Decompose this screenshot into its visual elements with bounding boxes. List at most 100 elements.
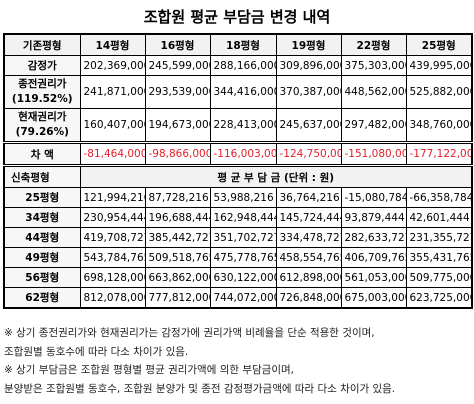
row-label: 44평형 [3, 227, 81, 248]
table-cell: 348,760,000 [405, 108, 473, 143]
table-cell: -15,080,784 [340, 187, 407, 208]
header-label: 기존평형 [3, 33, 81, 56]
row-label-line1: 종전권리가 [18, 78, 67, 90]
table-cell: 53,988,216 [209, 187, 277, 208]
table-cell: 145,724,444 [275, 207, 342, 228]
table-row: 49평형 543,784,765 509,518,765 475,778,765… [3, 247, 473, 268]
table-cell: 293,539,000 [144, 75, 211, 109]
table-cell: 344,416,000 [209, 75, 277, 109]
table-cell: 231,355,727 [405, 227, 473, 248]
table-cell: 630,122,000 [209, 267, 277, 288]
subheader-row: 신축평형 평 균 부 담 금 (단위 : 원) [3, 165, 473, 188]
table-row: 62평형 812,078,000 777,812,000 744,072,000… [3, 287, 473, 309]
table-cell: 385,442,727 [144, 227, 211, 248]
footnote-line: 조합원별 동호수에 따라 다소 차이가 있음. [4, 345, 189, 358]
table-row: 종전권리가 (119.52%) 241,871,000 293,539,000 … [3, 75, 473, 109]
table-row: 감정가 202,369,000 245,599,000 288,166,000 … [3, 55, 473, 76]
table-cell: 663,862,000 [144, 267, 211, 288]
table-cell: 543,784,765 [79, 247, 146, 268]
table-cell: 334,478,727 [275, 227, 342, 248]
row-label: 62평형 [3, 287, 81, 309]
table-cell-negative: -98,866,000 [144, 141, 211, 167]
subheader-title: 평 균 부 담 금 (단위 : 원) [79, 165, 473, 188]
header-col: 19평형 [275, 33, 342, 56]
table-row: 25평형 121,994,216 87,728,216 53,988,216 3… [3, 187, 473, 208]
header-col: 18평형 [209, 33, 277, 56]
table-cell-negative: -151,080,000 [340, 141, 407, 167]
table-cell: 370,387,000 [275, 75, 342, 109]
table-cell: 241,871,000 [79, 75, 146, 109]
row-label: 25평형 [3, 187, 81, 208]
row-label: 56평형 [3, 267, 81, 288]
table-cell: 623,725,000 [405, 287, 473, 309]
table-cell: 36,764,216 [275, 187, 342, 208]
table-cell-negative: -177,122,000 [405, 141, 473, 167]
table-cell: 355,431,765 [405, 247, 473, 268]
table-cell: 458,554,765 [275, 247, 342, 268]
contribution-table: 기존평형 14평형 16평형 18평형 19평형 22평형 25평형 감정가 2… [3, 33, 473, 309]
table-cell: 162,948,444 [209, 207, 277, 228]
row-label-line2: (79.26%) [15, 126, 69, 138]
table-cell: 419,708,727 [79, 227, 146, 248]
header-col: 14평형 [79, 33, 146, 56]
page-title: 조합원 평균 부담금 변경 내역 [143, 8, 331, 26]
header-col: 25평형 [405, 33, 473, 56]
table-cell: 475,778,765 [209, 247, 277, 268]
table-cell: 375,303,000 [340, 55, 407, 76]
table-cell-negative: -124,750,000 [275, 141, 342, 167]
header-col: 16평형 [144, 33, 211, 56]
table-cell: 561,053,000 [340, 267, 407, 288]
table-cell: 194,673,000 [144, 108, 211, 143]
table-cell: 297,482,000 [340, 108, 407, 143]
row-label: 차 액 [3, 141, 81, 167]
table-cell: 726,848,000 [275, 287, 342, 309]
table-cell: 675,003,000 [340, 287, 407, 309]
table-cell: 282,633,727 [340, 227, 407, 248]
row-label-line1: 현재권리가 [18, 111, 67, 123]
table-cell: 698,128,000 [79, 267, 146, 288]
table-cell: 525,882,000 [405, 75, 473, 109]
table-cell: 245,599,000 [144, 55, 211, 76]
table-cell-negative: -116,003,000 [209, 141, 277, 167]
table-cell: 612,898,000 [275, 267, 342, 288]
table-cell: 509,775,000 [405, 267, 473, 288]
table-cell: 228,413,000 [209, 108, 277, 143]
table-cell: 288,166,000 [209, 55, 277, 76]
difference-row: 차 액 -81,464,000 -98,866,000 -116,003,000… [3, 141, 473, 167]
table-row: 44평형 419,708,727 385,442,727 351,702,727… [3, 227, 473, 248]
table-cell: 42,601,444 [405, 207, 473, 228]
table-cell: 87,728,216 [144, 187, 211, 208]
footnote-line: ※ 상기 부담금은 조합원 평형별 평균 권리가액에 의한 부담금이며, [4, 364, 294, 376]
footnote-line: 분양받은 조합원별 동호수, 조합원 분양가 및 종전 감정평가금액에 따라 다… [4, 382, 396, 395]
table-cell: 160,407,000 [79, 108, 146, 143]
table-cell: -66,358,784 [405, 187, 473, 208]
table-cell: 121,994,216 [79, 187, 146, 208]
table-cell: 744,072,000 [209, 287, 277, 309]
subheader-label: 신축평형 [3, 165, 81, 188]
header-row: 기존평형 14평형 16평형 18평형 19평형 22평형 25평형 [3, 33, 473, 56]
row-label: 34평형 [3, 207, 81, 228]
table-cell: 309,896,000 [275, 55, 342, 76]
table-cell: 448,562,000 [340, 75, 407, 109]
row-label: 49평형 [3, 247, 81, 268]
table-cell: 230,954,444 [79, 207, 146, 228]
table-cell: 245,637,000 [275, 108, 342, 143]
row-label: 감정가 [3, 55, 81, 76]
table-row: 34평형 230,954,444 196,688,444 162,948,444… [3, 207, 473, 228]
table-cell: 509,518,765 [144, 247, 211, 268]
row-label-line2: (119.52%) [11, 93, 73, 105]
table-cell: 406,709,765 [340, 247, 407, 268]
row-label: 현재권리가 (79.26%) [3, 108, 81, 143]
table-cell-negative: -81,464,000 [79, 141, 146, 167]
footnotes: ※ 상기 종전권리가와 현재권리가는 감정가에 권리가액 비례율을 단순 적용한… [4, 324, 472, 398]
row-label: 종전권리가 (119.52%) [3, 75, 81, 109]
footnote-line: ※ 상기 종전권리가와 현재권리가는 감정가에 권리가액 비례율을 단순 적용한… [4, 327, 375, 339]
table-cell: 812,078,000 [79, 287, 146, 309]
table-cell: 196,688,444 [144, 207, 211, 228]
table-cell: 93,879,444 [340, 207, 407, 228]
table-row: 56평형 698,128,000 663,862,000 630,122,000… [3, 267, 473, 288]
table-cell: 202,369,000 [79, 55, 146, 76]
table-cell: 351,702,727 [209, 227, 277, 248]
table-cell: 439,995,000 [405, 55, 473, 76]
table-cell: 777,812,000 [144, 287, 211, 309]
